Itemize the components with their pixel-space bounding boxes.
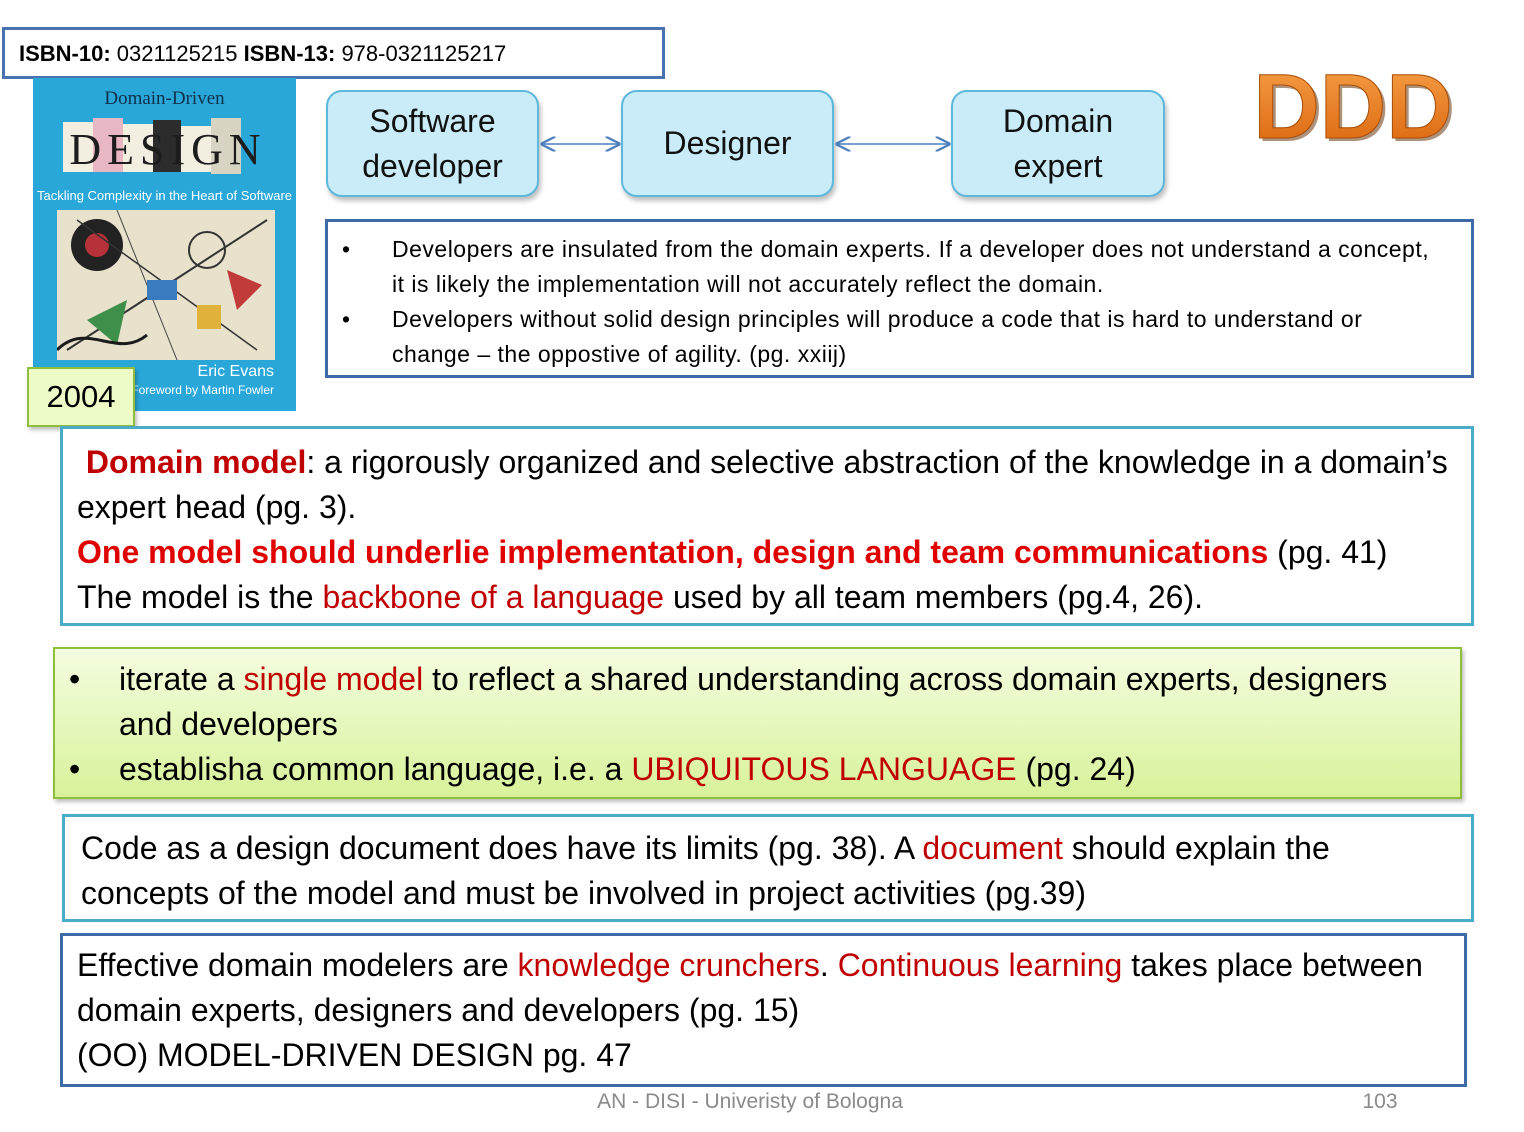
ubiquitous-language-highlight: UBIQUITOUS LANGUAGE	[631, 751, 1017, 787]
backbone-line: The model is the backbone of a language …	[77, 575, 1457, 620]
ddd-logo-shadow: DDD	[1256, 59, 1455, 161]
ddd-logo-text: DDD	[1253, 56, 1452, 158]
year-badge: 2004	[27, 367, 135, 427]
list-item: establisha common language, i.e. a UBIQU…	[69, 747, 1446, 792]
item1-text-a: iterate a	[119, 661, 244, 697]
crunch-text-b: .	[819, 947, 838, 983]
page-number: 103	[1362, 1090, 1398, 1113]
developer-issues-box: Developers are insulated from the domain…	[325, 219, 1474, 378]
software-developer-box: Software developer	[326, 90, 539, 197]
item1-text-b: to reflect a shared understanding across…	[119, 661, 1388, 742]
cover-abstract-art-icon	[57, 210, 275, 360]
list-item: Developers without solid design principl…	[342, 302, 1441, 372]
domain-model-box: Domain model: a rigorously organized and…	[60, 426, 1474, 626]
box1-line2: developer	[362, 147, 503, 184]
code-document-box: Code as a design document does have its …	[62, 814, 1474, 922]
isbn13-value: 978-0321125217	[335, 41, 507, 66]
domain-expert-box: Domain expert	[951, 90, 1165, 197]
cover-design-title: DESIGN	[63, 118, 266, 174]
box3-line1: Domain	[1002, 102, 1114, 139]
cover-author: Eric Evans	[197, 363, 274, 380]
crunch-paragraph: Effective domain modelers are knowledge …	[77, 943, 1450, 1033]
cover-subtitle: Tackling Complexity in the Heart of Soft…	[36, 188, 293, 203]
domain-model-definition: Domain model: a rigorously organized and…	[77, 440, 1457, 530]
item2-text-a: establisha common language, i.e. a	[119, 751, 632, 787]
knowledge-crunchers-highlight: knowledge crunchers	[517, 947, 820, 983]
cover-foreword: Foreword by Martin Fowler	[131, 383, 274, 397]
designer-box: Designer	[621, 90, 834, 197]
list-item: iterate a single model to reflect a shar…	[69, 657, 1446, 747]
single-model-box: iterate a single model to reflect a shar…	[53, 647, 1462, 799]
box3-line2: expert	[1013, 147, 1103, 184]
developer-issues-list: Developers are insulated from the domain…	[342, 232, 1441, 372]
isbn10-label: ISBN-10:	[19, 41, 111, 66]
backbone-highlight: backbone of a language	[322, 579, 665, 615]
model-driven-design-line: (OO) MODEL-DRIVEN DESIGN pg. 47	[77, 1037, 632, 1073]
isbn10-value: 0321125215	[110, 41, 244, 66]
cover-top-title: Domain-Driven	[104, 88, 225, 109]
code-text-b: should explain the concepts of the model…	[81, 830, 1330, 911]
box1-line1: Software	[369, 102, 496, 139]
isbn-header: ISBN-10: 0321125215 ISBN-13: 978-0321125…	[2, 27, 665, 79]
footer-credit: AN - DISI - Univeristy of Bologna	[597, 1090, 903, 1113]
crunch-text-a: Effective domain modelers are	[77, 947, 518, 983]
continuous-learning-highlight: Continuous learning	[837, 947, 1123, 983]
one-model-line: One model should underlie implementation…	[77, 530, 1457, 575]
book-cover-image: Domain-Driven DESIGN Tackling Complexity…	[33, 78, 296, 411]
single-model-list: iterate a single model to reflect a shar…	[69, 657, 1446, 792]
knowledge-crunchers-box: Effective domain modelers are knowledge …	[60, 933, 1467, 1087]
code-text-a: Code as a design document does have its …	[81, 830, 923, 866]
backbone-text-a: The model is the	[77, 579, 323, 615]
crunch-text-c: takes place between domain experts, desi…	[77, 947, 1423, 1028]
document-highlight: document	[922, 830, 1063, 866]
backbone-text-b: used by all team members (pg.4, 26).	[664, 579, 1203, 615]
single-model-highlight: single model	[243, 661, 424, 697]
isbn13-label: ISBN-13:	[243, 41, 336, 66]
domain-model-term: Domain model	[85, 444, 307, 480]
domain-model-definition-text: : a rigorously organized and selective a…	[77, 444, 1448, 525]
cover-design-text: DESIGN	[69, 125, 266, 174]
item2-text-b: (pg. 24)	[1016, 751, 1136, 787]
one-model-ref: (pg. 41)	[1268, 534, 1388, 570]
ddd-logo: DDD DDD	[1253, 56, 1456, 162]
one-model-emphasis: One model should underlie implementation…	[77, 534, 1269, 570]
box2-label: Designer	[663, 125, 792, 161]
list-item: Developers are insulated from the domain…	[342, 232, 1441, 302]
